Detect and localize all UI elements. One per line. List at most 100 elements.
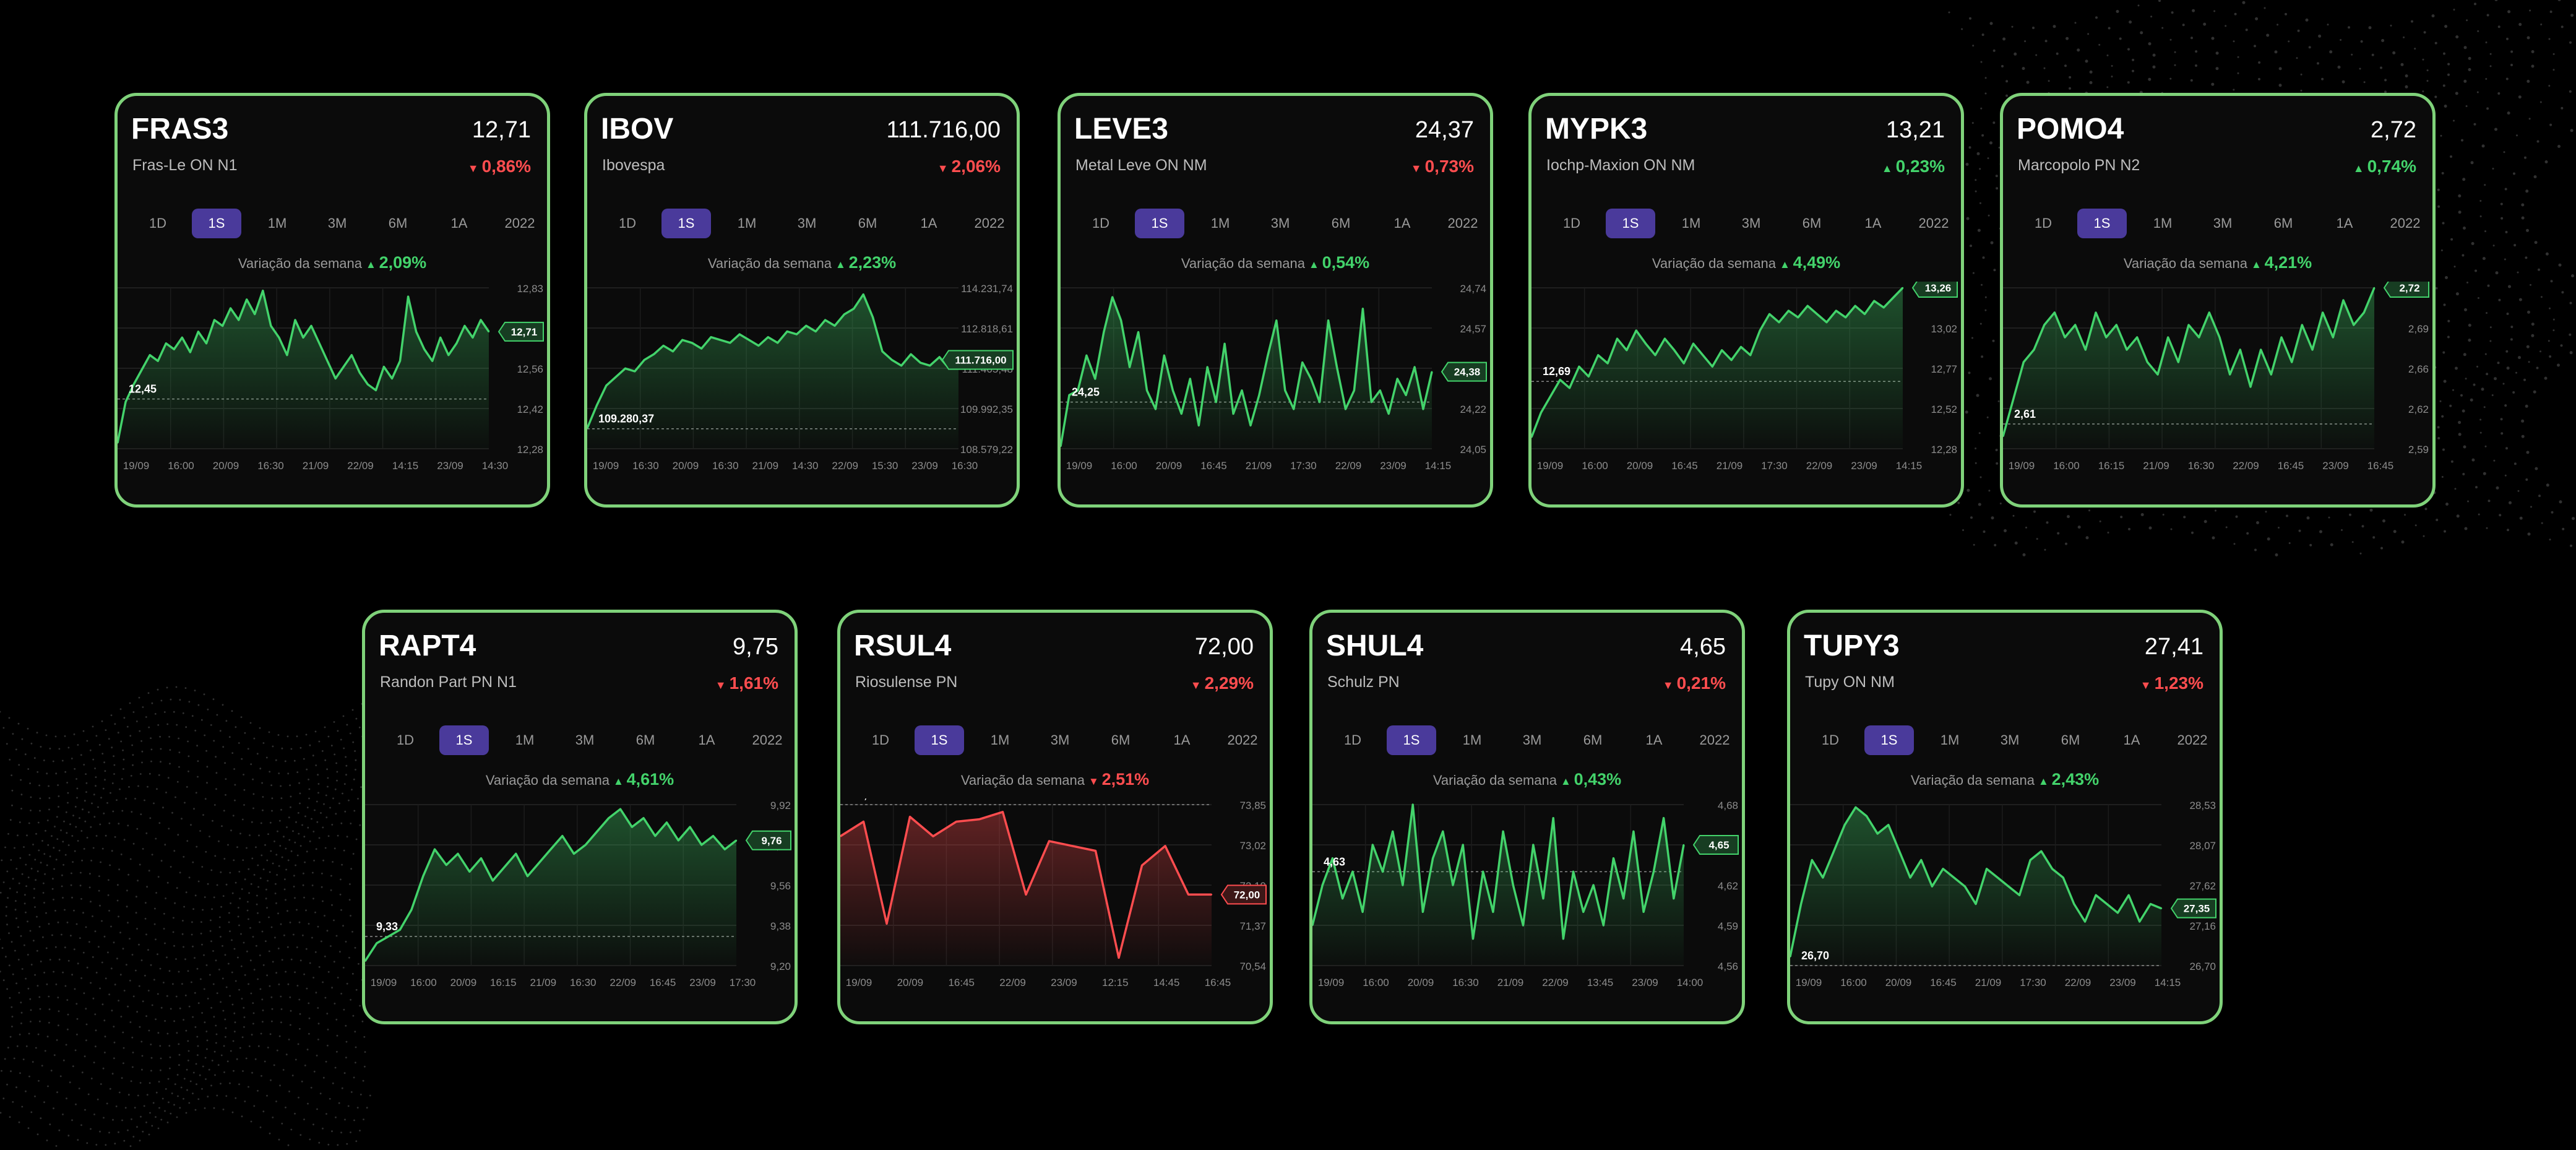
x-tick-label: 16:30 xyxy=(257,460,284,472)
stock-card-rsul4[interactable]: RSUL4 72,00 Riosulense PN ▼ 2,29% 1D 1S 1M 3M 6M… xyxy=(837,610,1273,1024)
tab-1d[interactable]: 1D xyxy=(1562,215,1581,231)
y-tick-label: 9,56 xyxy=(770,880,791,892)
tab-2022[interactable]: 2022 xyxy=(1447,215,1478,231)
tab-2022[interactable]: 2022 xyxy=(1227,732,1258,748)
tab-1m[interactable]: 1M xyxy=(1940,732,1960,748)
tab-1d[interactable]: 1D xyxy=(149,215,167,231)
price-chart[interactable]: 13,26 13,02 12,77 12,52 12,28 19/09 16:00 20/09… xyxy=(1531,282,1961,504)
tab-1s[interactable]: 1S xyxy=(192,209,241,238)
tab-1m[interactable]: 1M xyxy=(990,732,1010,748)
tab-2022[interactable]: 2022 xyxy=(752,732,783,748)
tab-3m[interactable]: 3M xyxy=(1522,732,1542,748)
tab-2022[interactable]: 2022 xyxy=(504,215,535,231)
weekly-variation-value: ▲ 0,43% xyxy=(1561,770,1621,789)
tab-2022[interactable]: 2022 xyxy=(2390,215,2421,231)
tab-3m[interactable]: 3M xyxy=(575,732,595,748)
tab-2022[interactable]: 2022 xyxy=(1918,215,1949,231)
price-chart[interactable]: 114.231,74112.818,61111.405,48109.992,35… xyxy=(587,282,1017,504)
stock-card-fras3[interactable]: FRAS3 12,71 Fras-Le ON N1 ▼ 0,86% 1D 1S 1M 3M 6M… xyxy=(114,93,550,508)
tab-1a[interactable]: 1A xyxy=(1394,215,1411,231)
tab-1a[interactable]: 1A xyxy=(1173,732,1191,748)
stock-card-tupy3[interactable]: TUPY3 27,41 Tupy ON NM ▼ 1,23% 1D 1S 1M 3M 6M 1A 2… xyxy=(1787,610,2223,1024)
tab-6m[interactable]: 6M xyxy=(388,215,408,231)
tab-2022[interactable]: 2022 xyxy=(2177,732,2208,748)
tab-3m[interactable]: 3M xyxy=(797,215,817,231)
tab-3m[interactable]: 3M xyxy=(327,215,347,231)
stock-card-shul4[interactable]: SHUL4 4,65 Schulz PN ▼ 0,21% 1D 1S 1M 3M 6M 1A 202… xyxy=(1309,610,1745,1024)
tab-1d[interactable]: 1D xyxy=(871,732,890,748)
tab-1s[interactable]: 1S xyxy=(439,725,489,755)
tab-3m[interactable]: 3M xyxy=(1270,215,1290,231)
tab-1d[interactable]: 1D xyxy=(618,215,637,231)
stock-card-rapt4[interactable]: RAPT4 9,75 Randon Part PN N1 ▼ 1,61% 1D 1S 1M 3… xyxy=(362,610,798,1024)
tab-3m[interactable]: 3M xyxy=(2213,215,2233,231)
tab-2022[interactable]: 2022 xyxy=(974,215,1005,231)
price-chart[interactable]: 2,72 2,69 2,66 2,62 2,59 19/09 16:00 16:15 21/09… xyxy=(2003,282,2432,504)
price-chart[interactable]: 12,8312,6912,5612,4212,2819/0916:0020/09… xyxy=(118,282,547,504)
reference-value-label: 12,69 xyxy=(1543,365,1570,378)
tab-1s[interactable]: 1S xyxy=(1387,725,1436,755)
tab-1d[interactable]: 1D xyxy=(1821,732,1840,748)
tab-1s[interactable]: 1S xyxy=(1606,209,1655,238)
stock-card-mypk3[interactable]: MYPK3 13,21 Iochp-Maxion ON NM ▲ 0,23% 1D 1S 1… xyxy=(1528,93,1964,508)
data-point xyxy=(2150,903,2152,905)
stock-card-leve3[interactable]: LEVE3 24,37 Metal Leve ON NM ▼ 0,73% 1D 1S 1M 3… xyxy=(1058,93,1493,508)
tab-1s[interactable]: 1S xyxy=(1864,725,1914,755)
tab-6m[interactable]: 6M xyxy=(635,732,655,748)
weekly-variation-number: 2,51% xyxy=(1101,770,1150,789)
tab-1a[interactable]: 1A xyxy=(1864,215,1882,231)
tab-6m[interactable]: 6M xyxy=(1111,732,1131,748)
data-point xyxy=(1854,806,1857,808)
price-chart[interactable]: 28,53 28,07 27,62 27,16 26,70 19/09 16:00 20/09… xyxy=(1790,798,2220,1021)
tab-1m[interactable]: 1M xyxy=(737,215,757,231)
price-chart[interactable]: 4,68 4,65 4,62 4,59 4,56 19/09 16:00 20/09 16:30… xyxy=(1312,798,1742,1021)
tab-6m[interactable]: 6M xyxy=(858,215,877,231)
tab-2022[interactable]: 2022 xyxy=(1699,732,1730,748)
tab-1m[interactable]: 1M xyxy=(2153,215,2173,231)
tab-1a[interactable]: 1A xyxy=(920,215,937,231)
tab-1d[interactable]: 1D xyxy=(1092,215,1110,231)
price-chart[interactable]: 24,7424,5724,3924,2224,0519/0916:0020/09… xyxy=(1061,282,1490,504)
tab-1m[interactable]: 1M xyxy=(1210,215,1230,231)
tab-1d[interactable]: 1D xyxy=(1343,732,1362,748)
data-point xyxy=(729,342,731,344)
weekly-variation-number: 2,23% xyxy=(848,253,897,272)
tab-1a[interactable]: 1A xyxy=(450,215,468,231)
tab-1s[interactable]: 1S xyxy=(661,209,711,238)
tab-1m[interactable]: 1M xyxy=(515,732,535,748)
x-tick-label: 17:30 xyxy=(730,977,756,988)
data-point xyxy=(710,336,712,338)
tab-1s[interactable]: 1S xyxy=(1135,209,1184,238)
data-point xyxy=(767,336,769,338)
tab-6m[interactable]: 6M xyxy=(1583,732,1603,748)
tab-3m[interactable]: 3M xyxy=(1050,732,1070,748)
tab-1d[interactable]: 1D xyxy=(396,732,415,748)
tab-1a[interactable]: 1A xyxy=(1645,732,1663,748)
triangle-up-icon: ▲ xyxy=(835,259,849,270)
tab-6m[interactable]: 6M xyxy=(1331,215,1351,231)
data-point xyxy=(2054,311,2056,314)
tab-1a[interactable]: 1A xyxy=(2123,732,2140,748)
tab-1m[interactable]: 1M xyxy=(1681,215,1701,231)
price-chart[interactable]: 9,929,749,569,389,2019/0916:0020/0916:15… xyxy=(365,798,795,1021)
triangle-up-icon: ▲ xyxy=(1309,259,1322,270)
stock-card-ibov[interactable]: IBOV 111.716,00 Ibovespa ▼ 2,06% 1D 1S 1M 3M 6M 1… xyxy=(584,93,1020,508)
tab-1m[interactable]: 1M xyxy=(267,215,287,231)
tab-1d[interactable]: 1D xyxy=(2034,215,2053,231)
tab-1s[interactable]: 1S xyxy=(2077,209,2127,238)
x-tick-label: 16:45 xyxy=(1200,460,1227,472)
tab-1m[interactable]: 1M xyxy=(1462,732,1482,748)
triangle-up-icon: ▲ xyxy=(2251,259,2265,270)
tab-1a[interactable]: 1A xyxy=(698,732,715,748)
x-tick-label: 20/09 xyxy=(897,977,924,988)
price-chart[interactable]: 73,8573,0272,1971,3770,5419/0920/0916:45… xyxy=(840,798,1270,1021)
tab-6m[interactable]: 6M xyxy=(2061,732,2080,748)
stock-card-pomo4[interactable]: POMO4 2,72 Marcopolo PN N2 ▲ 0,74% 1D 1S 1M 3M 6… xyxy=(2000,93,2436,508)
tab-1a[interactable]: 1A xyxy=(2336,215,2353,231)
tab-3m[interactable]: 3M xyxy=(2000,732,2020,748)
tab-3m[interactable]: 3M xyxy=(1741,215,1761,231)
data-point xyxy=(488,331,490,333)
tab-6m[interactable]: 6M xyxy=(1802,215,1822,231)
tab-1s[interactable]: 1S xyxy=(915,725,964,755)
tab-6m[interactable]: 6M xyxy=(2273,215,2293,231)
